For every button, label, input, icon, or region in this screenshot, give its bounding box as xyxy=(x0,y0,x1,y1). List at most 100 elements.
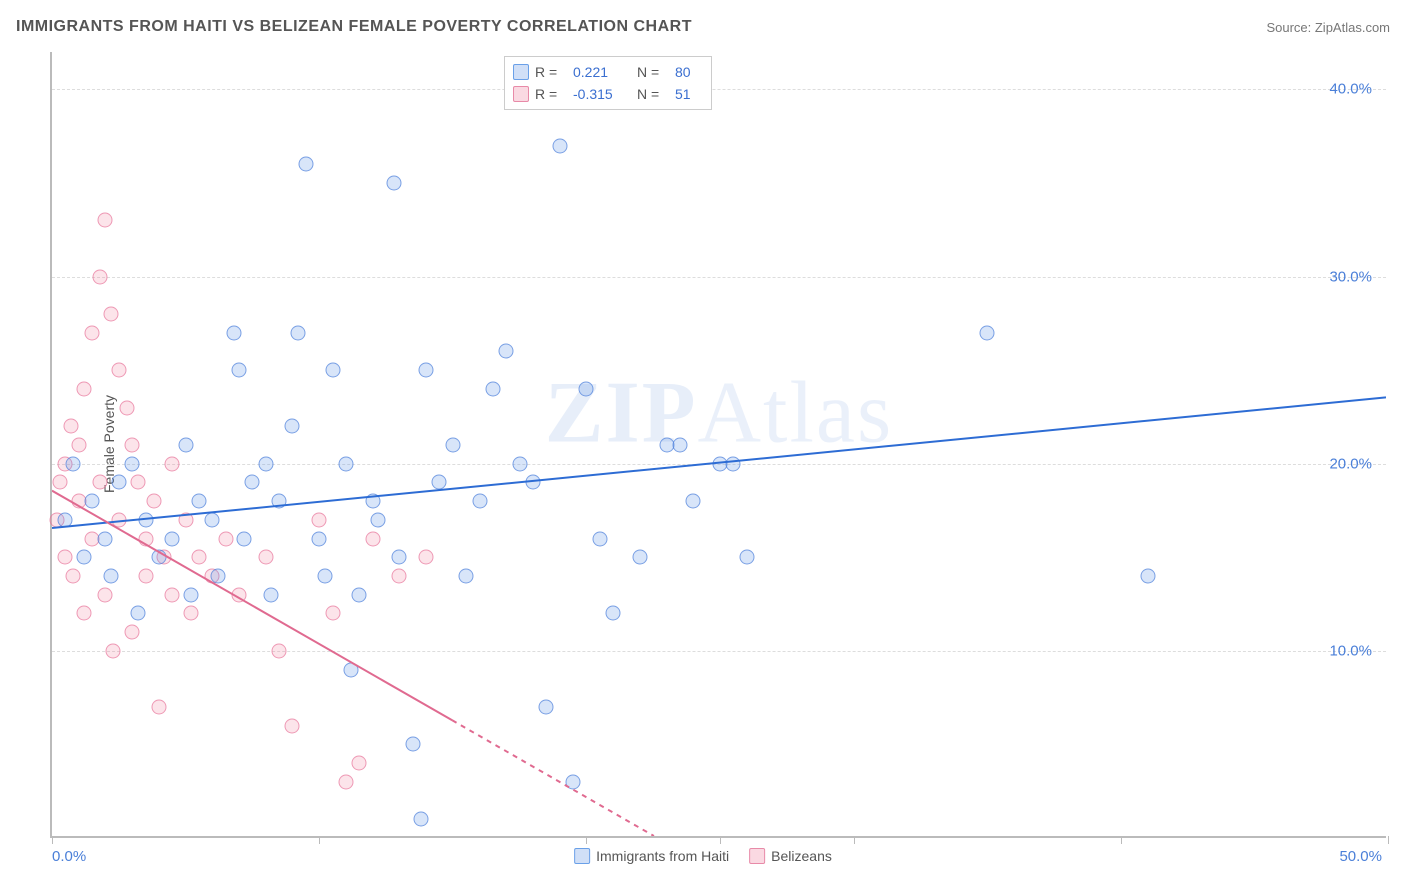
data-point-haiti xyxy=(592,531,607,546)
swatch-blue-icon xyxy=(574,848,590,864)
series-legend: Immigrants from Haiti Belizeans xyxy=(574,848,832,864)
data-point-haiti xyxy=(58,512,73,527)
data-point-belize xyxy=(66,569,81,584)
data-point-belize xyxy=(53,475,68,490)
data-point-haiti xyxy=(344,662,359,677)
x-axis-max-label: 50.0% xyxy=(1339,848,1382,865)
data-point-belize xyxy=(232,587,247,602)
data-point-haiti xyxy=(387,176,402,191)
legend-row-belize: R = -0.315 N = 51 xyxy=(513,83,703,105)
x-tick xyxy=(854,836,855,844)
data-point-belize xyxy=(165,456,180,471)
data-point-haiti xyxy=(405,737,420,752)
data-point-haiti xyxy=(525,475,540,490)
gridline xyxy=(52,277,1386,278)
data-point-haiti xyxy=(606,606,621,621)
swatch-pink-icon xyxy=(749,848,765,864)
data-point-haiti xyxy=(205,512,220,527)
data-point-belize xyxy=(63,419,78,434)
data-point-haiti xyxy=(370,512,385,527)
data-point-haiti xyxy=(66,456,81,471)
data-point-haiti xyxy=(85,494,100,509)
x-tick xyxy=(319,836,320,844)
data-point-belize xyxy=(71,438,86,453)
legend-row-haiti: R = 0.221 N = 80 xyxy=(513,61,703,83)
data-point-belize xyxy=(218,531,233,546)
gridline xyxy=(52,89,1386,90)
data-point-haiti xyxy=(672,438,687,453)
data-point-belize xyxy=(146,494,161,509)
data-point-belize xyxy=(77,606,92,621)
x-tick xyxy=(52,836,53,844)
data-point-haiti xyxy=(413,812,428,827)
data-point-haiti xyxy=(539,700,554,715)
data-point-haiti xyxy=(237,531,252,546)
data-point-haiti xyxy=(272,494,287,509)
x-axis-min-label: 0.0% xyxy=(52,848,86,865)
data-point-belize xyxy=(138,569,153,584)
data-point-haiti xyxy=(290,325,305,340)
data-point-belize xyxy=(111,363,126,378)
data-point-haiti xyxy=(1140,569,1155,584)
data-point-belize xyxy=(106,643,121,658)
gridline xyxy=(52,651,1386,652)
data-point-haiti xyxy=(264,587,279,602)
data-point-belize xyxy=(130,475,145,490)
data-point-haiti xyxy=(432,475,447,490)
data-point-belize xyxy=(151,700,166,715)
data-point-haiti xyxy=(739,550,754,565)
data-point-haiti xyxy=(103,569,118,584)
data-point-haiti xyxy=(317,569,332,584)
data-point-haiti xyxy=(485,381,500,396)
y-tick-label: 30.0% xyxy=(1329,268,1372,285)
x-tick xyxy=(1388,836,1389,844)
data-point-belize xyxy=(285,718,300,733)
data-point-belize xyxy=(98,587,113,602)
source-attribution: Source: ZipAtlas.com xyxy=(1266,20,1390,35)
data-point-haiti xyxy=(419,363,434,378)
data-point-belize xyxy=(352,756,367,771)
swatch-pink-icon xyxy=(513,86,529,102)
data-point-belize xyxy=(93,269,108,284)
data-point-belize xyxy=(98,213,113,228)
y-tick-label: 20.0% xyxy=(1329,455,1372,472)
data-point-haiti xyxy=(365,494,380,509)
data-point-haiti xyxy=(210,569,225,584)
data-point-belize xyxy=(165,587,180,602)
data-point-haiti xyxy=(98,531,113,546)
data-point-haiti xyxy=(552,138,567,153)
data-point-haiti xyxy=(726,456,741,471)
data-point-haiti xyxy=(392,550,407,565)
data-point-haiti xyxy=(566,774,581,789)
chart-canvas: ZIPAtlas Female Poverty 10.0%20.0%30.0%4… xyxy=(50,52,1386,838)
data-point-belize xyxy=(93,475,108,490)
data-point-haiti xyxy=(138,512,153,527)
data-point-belize xyxy=(178,512,193,527)
swatch-blue-icon xyxy=(513,64,529,80)
data-point-haiti xyxy=(325,363,340,378)
watermark: ZIPAtlas xyxy=(545,362,893,463)
data-point-haiti xyxy=(980,325,995,340)
data-point-belize xyxy=(272,643,287,658)
data-point-haiti xyxy=(130,606,145,621)
data-point-haiti xyxy=(258,456,273,471)
data-point-haiti xyxy=(459,569,474,584)
data-point-haiti xyxy=(445,438,460,453)
data-point-belize xyxy=(119,400,134,415)
data-point-haiti xyxy=(183,587,198,602)
data-point-haiti xyxy=(579,381,594,396)
data-point-haiti xyxy=(298,157,313,172)
data-point-haiti xyxy=(352,587,367,602)
data-point-belize xyxy=(125,438,140,453)
data-point-haiti xyxy=(125,456,140,471)
data-point-haiti xyxy=(472,494,487,509)
data-point-haiti xyxy=(165,531,180,546)
data-point-haiti xyxy=(499,344,514,359)
x-tick xyxy=(1121,836,1122,844)
data-point-haiti xyxy=(111,475,126,490)
data-point-haiti xyxy=(312,531,327,546)
x-tick xyxy=(720,836,721,844)
legend-item-haiti: Immigrants from Haiti xyxy=(574,848,729,864)
data-point-belize xyxy=(111,512,126,527)
data-point-belize xyxy=(125,625,140,640)
